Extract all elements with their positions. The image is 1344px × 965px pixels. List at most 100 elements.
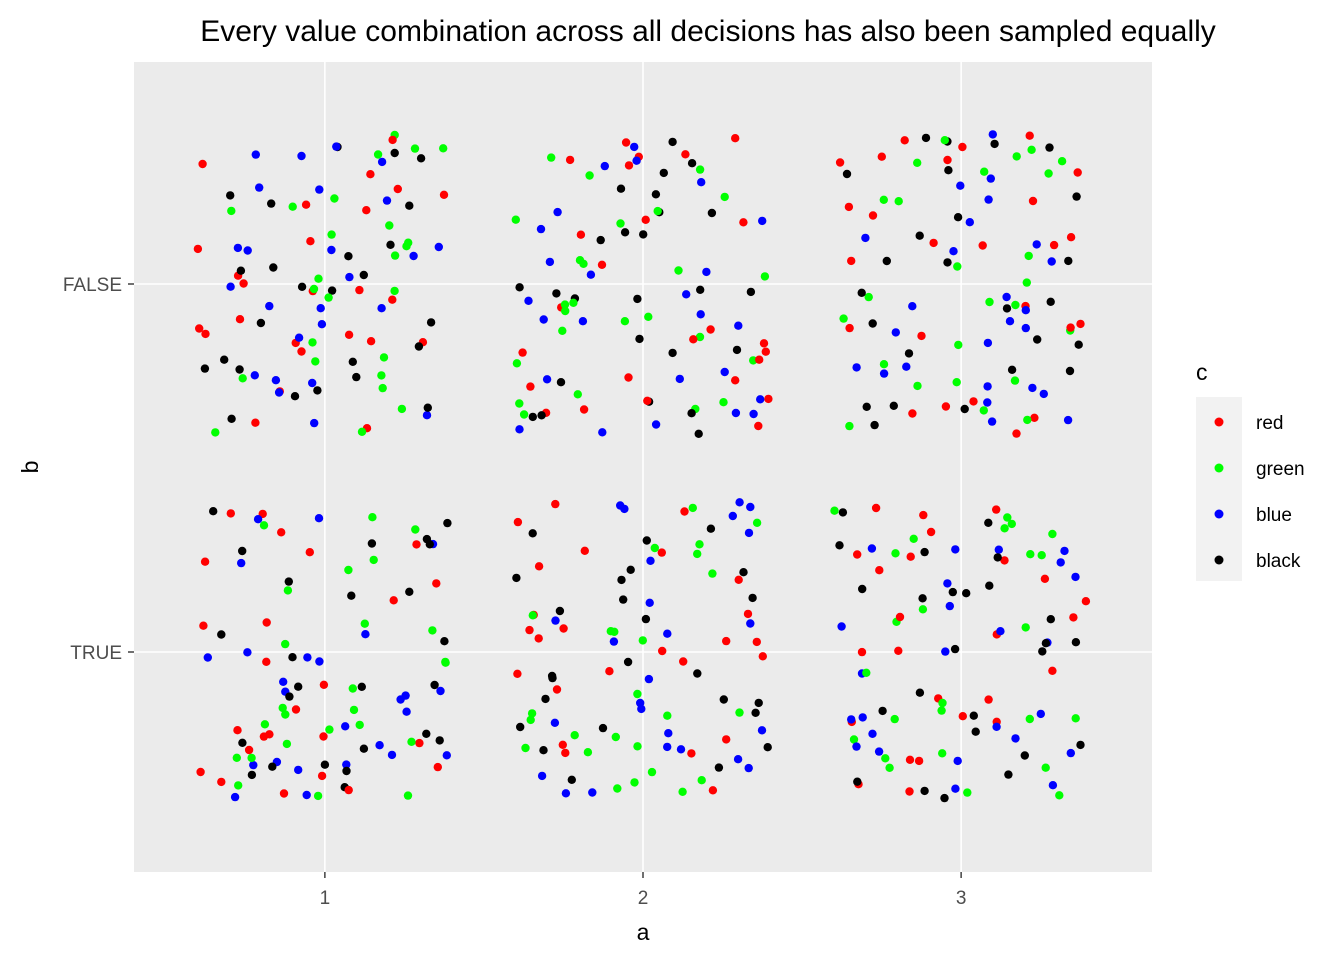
data-point-black [320,760,330,769]
data-point-black [868,319,877,328]
data-point-red [388,135,397,145]
data-point-red [239,279,248,288]
data-point-red [984,695,993,704]
data-point-red [978,241,987,250]
data-point-red [534,562,544,571]
data-point-blue [852,742,861,751]
data-point-blue [847,715,856,724]
y-tick-label: TRUE [70,643,122,664]
data-point-black [857,288,866,297]
data-point-blue [361,630,370,639]
data-point-blue [243,648,252,657]
data-point-black [220,355,229,364]
data-point-green [620,317,630,326]
data-point-green [1057,157,1067,166]
data-point-green [653,206,662,216]
data-point-red [929,238,938,248]
data-point-green [952,378,961,387]
data-point-blue [253,515,263,524]
data-point-black [915,688,925,697]
data-point-red [301,200,311,209]
data-point-blue [951,784,960,793]
data-point-black [290,392,300,401]
data-point-blue [551,616,560,625]
data-point-green [379,353,389,362]
data-point-green [650,543,659,553]
data-point-red [412,540,421,549]
data-point-blue [598,428,607,437]
data-point-green [521,743,530,753]
data-point-green [402,242,411,251]
data-point-green [611,732,620,742]
data-point-green [211,428,220,437]
data-point-black [993,553,1002,562]
data-point-blue [402,707,411,716]
data-point-red [759,339,769,348]
data-point-black [386,240,395,249]
data-point-blue [728,511,737,521]
data-point-black [1045,143,1054,152]
data-point-black [668,137,677,147]
data-point-blue [515,425,524,434]
data-point-blue [422,411,432,420]
data-point-black [969,711,978,720]
data-point-blue [442,751,451,760]
data-point-black [707,208,717,218]
data-point-blue [949,247,958,256]
data-point-red [1028,196,1038,206]
data-point-black [267,199,276,208]
data-point-blue [744,763,753,773]
data-point-blue [1005,317,1015,326]
data-point-black [567,775,576,784]
data-point-green [283,586,293,595]
data-point-blue [203,653,212,662]
y-axis: FALSE TRUE [63,275,134,664]
data-point-red [706,325,715,334]
data-point-red [758,652,767,661]
data-point-black [904,349,914,358]
data-point-blue [941,647,950,656]
data-point-black [537,411,546,420]
data-point-blue [731,408,741,418]
legend-key-black [1214,555,1224,565]
data-point-red [193,244,203,254]
data-point-black [423,403,432,412]
data-point-black [889,401,898,410]
data-point-red [565,155,575,165]
data-point-black [440,637,449,646]
data-point-red [875,566,884,575]
data-point-blue [550,718,560,727]
data-point-black [1076,740,1085,750]
data-point-red [905,787,914,796]
data-point-green [1023,415,1032,425]
data-point-black [515,283,524,292]
data-point-red [657,548,666,557]
data-point-green [390,286,399,296]
data-point-red [513,669,522,678]
data-point-black [342,766,351,776]
data-point-black [651,190,661,199]
data-point-black [962,589,971,598]
data-point-green [403,791,413,800]
data-point-blue [265,301,274,311]
data-point-black [623,657,633,667]
data-point-red [244,745,254,755]
data-point-black [1004,770,1013,779]
data-point-red [1030,413,1039,422]
data-point-red [847,256,856,266]
data-point-green [849,735,859,744]
data-point-red [845,323,854,333]
data-point-green [633,742,642,751]
data-point-blue [342,760,351,769]
data-point-green [511,215,520,224]
data-point-black [870,420,879,430]
data-point-black [626,565,635,574]
data-point-green [695,332,705,342]
data-point-black [1002,304,1012,313]
data-point-black [990,139,999,149]
data-point-black [751,708,760,717]
data-point-blue [233,243,243,253]
data-point-blue [1032,240,1041,249]
data-point-red [1040,574,1050,583]
data-point-red [1025,131,1034,140]
